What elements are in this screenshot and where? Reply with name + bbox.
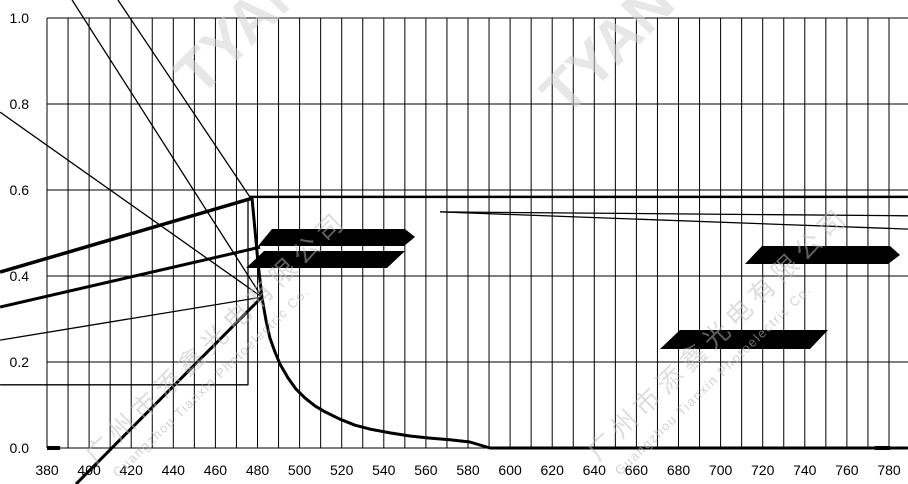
tick-labels: 380 400 420 440 460 480 500 520 540 560 580 600 620 6… (10, 10, 901, 478)
x-tick-label: 760 (835, 462, 859, 478)
y-tick-label: 0.6 (10, 182, 30, 198)
x-tick-label: 740 (793, 462, 817, 478)
x-tick-label: 620 (541, 462, 565, 478)
y-tick-label: 0.2 (10, 354, 30, 370)
label-box (246, 251, 405, 268)
plot-line (0, 198, 249, 386)
x-tick-label: 780 (877, 462, 901, 478)
x-tick-label: 720 (751, 462, 775, 478)
plot-line (74, 296, 263, 484)
x-tick-label: 640 (583, 462, 607, 478)
plot-line (250, 198, 908, 450)
label-box (258, 229, 415, 246)
x-tick-label: 380 (35, 462, 59, 478)
x-tick-label: 540 (372, 462, 396, 478)
label-box (660, 330, 828, 349)
x-tick-label: 560 (414, 462, 438, 478)
watermark-company-en: Guangzhou Tianxin Photoelectric Co. (110, 284, 313, 480)
plot-line (0, 111, 263, 298)
label-box (745, 246, 900, 264)
x-tick-label: 580 (456, 462, 480, 478)
y-tick-label: 0.4 (10, 268, 30, 284)
x-tick-label: 500 (288, 462, 312, 478)
y-tick-label: 1.0 (10, 10, 30, 26)
x-tick-label: 660 (625, 462, 649, 478)
y-tick-label: 0.0 (10, 440, 30, 456)
plot-line (439, 211, 908, 230)
watermark-brand: TYAN (162, 0, 321, 107)
plot-line (0, 196, 252, 274)
x-tick-label: 420 (120, 462, 144, 478)
y-tick-label: 0.8 (10, 96, 30, 112)
x-tick-label: 680 (667, 462, 691, 478)
plot-line (439, 211, 908, 217)
plot-line (0, 296, 263, 341)
x-tick-label: 460 (204, 462, 228, 478)
watermark-brand: TYAN (528, 0, 687, 127)
x-tick-label: 700 (709, 462, 733, 478)
plot-line (71, 0, 263, 298)
x-tick-label: 600 (498, 462, 522, 478)
x-tick-label: 440 (162, 462, 186, 478)
plot-line (117, 0, 252, 199)
plot-line (0, 245, 261, 309)
x-tick-label: 480 (246, 462, 270, 478)
label-boxes (246, 229, 900, 349)
watermark-company-cn: 广州市添鑫光电有限公司 (80, 205, 354, 471)
x-tick-label: 520 (330, 462, 354, 478)
